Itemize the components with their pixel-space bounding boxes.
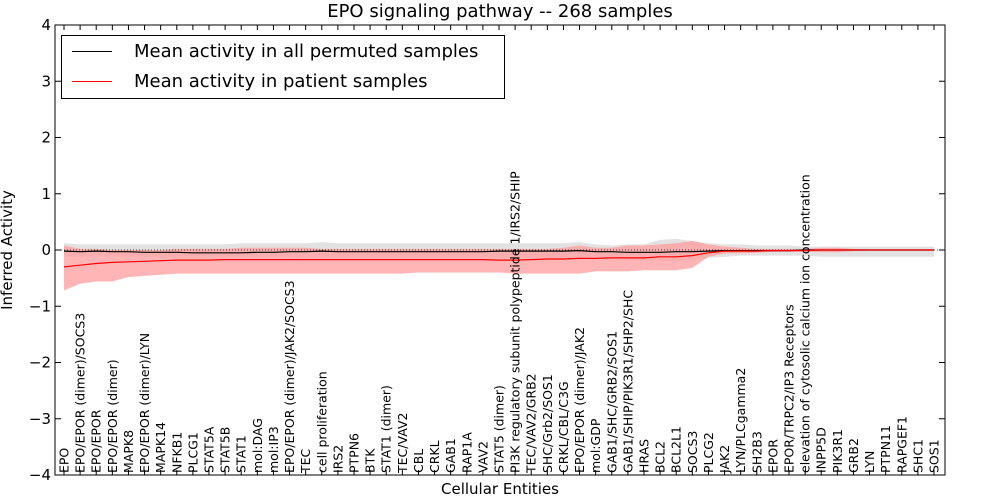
- y-tick-label: −3: [29, 410, 51, 428]
- legend-swatch-permuted: [72, 50, 112, 52]
- x-tick-label: RAPGEF1: [894, 416, 909, 473]
- x-tick-label: SH2B3: [749, 431, 764, 473]
- legend-swatch-patient: [72, 80, 112, 82]
- y-tick-label: 3: [41, 72, 51, 90]
- y-axis-label: Inferred Activity: [0, 190, 16, 310]
- legend-item-patient: Mean activity in patient samples: [62, 69, 428, 93]
- x-tick-label: GRB2: [846, 438, 861, 473]
- x-tick-label: GAB1/SHIP/PIK3R1/SHP2/SHC: [620, 290, 635, 473]
- x-tick-label: PI3K regulatory subunit polypeptide 1/IR…: [508, 171, 523, 473]
- y-tick-label: 0: [41, 241, 51, 259]
- x-tick-label: RAP1A: [459, 432, 474, 473]
- legend-label-permuted: Mean activity in all permuted samples: [134, 40, 479, 62]
- x-tick-label: IRS2: [330, 445, 345, 473]
- chart-title: EPO signaling pathway -- 268 samples: [327, 1, 673, 22]
- y-tick-label: −1: [29, 297, 51, 315]
- x-tick-label: CRKL: [427, 440, 442, 473]
- x-tick-label: VAV2: [475, 441, 490, 473]
- x-tick-label: EPO/EPOR: [89, 409, 104, 473]
- x-tick-label: BTK: [363, 448, 378, 473]
- x-tick-label: EPO/EPOR (dimer)/SOCS3: [73, 313, 88, 473]
- x-tick-label: TEC/VAV2/GRB2: [524, 373, 539, 474]
- x-tick-label: TEC/VAV2: [395, 413, 410, 474]
- x-tick-label: MAPK8: [121, 430, 136, 473]
- y-tick-label: 4: [41, 16, 51, 34]
- y-tick-label: −4: [29, 466, 51, 484]
- x-tick-label: CBL: [411, 449, 426, 473]
- x-tick-label: SOS1: [927, 439, 942, 473]
- x-tick-label: MAPK14: [153, 422, 168, 473]
- x-tick-label: TEC: [298, 448, 313, 474]
- x-tick-label: SOCS3: [685, 431, 700, 473]
- y-tick-label: 1: [41, 185, 51, 203]
- x-tick-label: EPO: [57, 448, 72, 473]
- x-tick-label: GAB1/SHC/GRB2/SOS1: [604, 331, 619, 473]
- x-tick-label: elevation of cytosolic calcium ion conce…: [798, 174, 813, 473]
- x-tick-label: BCL2: [653, 441, 668, 473]
- x-tick-label: SHC/Grb2/SOS1: [540, 374, 555, 473]
- x-tick-label: GAB1: [443, 438, 458, 473]
- x-tick-label: PLCG1: [185, 432, 200, 473]
- x-tick-label: HRAS: [637, 439, 652, 473]
- x-tick-label: LYN/PLCgamma2: [733, 368, 748, 473]
- x-tick-label: STAT5 (dimer): [492, 385, 507, 473]
- x-tick-label: mol:DAG: [250, 418, 265, 473]
- x-tick-label: STAT1 (dimer): [379, 385, 394, 473]
- x-tick-label: EPO/EPOR (dimer)/LYN: [137, 333, 152, 473]
- x-tick-label: CRKL/CBL/C3G: [556, 381, 571, 473]
- x-tick-label: PTPN11: [878, 425, 893, 473]
- x-tick-label: INPP5D: [814, 427, 829, 473]
- x-tick-label: EPO/EPOR (dimer)/JAK2: [572, 327, 587, 473]
- legend-label-patient: Mean activity in patient samples: [134, 70, 428, 92]
- x-tick-label: NFKB1: [169, 432, 184, 473]
- x-tick-label: SHC1: [910, 439, 925, 473]
- x-tick-label: STAT5A: [202, 426, 217, 473]
- patient-mean-line: [63, 249, 934, 268]
- x-tick-label: PLCG2: [701, 432, 716, 473]
- x-tick-label: EPO/EPOR (dimer)/JAK2/SOCS3: [282, 280, 297, 473]
- x-tick-label: mol:GDP: [588, 418, 603, 473]
- legend-item-permuted: Mean activity in all permuted samples: [62, 39, 478, 63]
- x-tick-label: EPOR: [765, 439, 780, 473]
- x-tick-label: PIK3R1: [830, 429, 845, 473]
- x-tick-label: STAT1: [234, 435, 249, 473]
- x-tick-label: mol:IP3: [266, 426, 281, 473]
- x-tick-label: LYN: [862, 451, 877, 473]
- patient-range-band: [64, 241, 934, 291]
- x-tick-label: STAT5B: [218, 427, 233, 473]
- y-tick-label: 2: [41, 129, 51, 147]
- legend: Mean activity in all permuted samples Me…: [61, 35, 505, 99]
- x-tick-label: EPOR/TRPC2/IP3 Receptors: [782, 304, 797, 473]
- x-tick-label: EPO/EPOR (dimer): [105, 359, 120, 473]
- x-tick-label: BCL2L1: [669, 426, 684, 473]
- x-axis-label: Cellular Entities: [441, 480, 559, 498]
- x-tick-label: cell proliferation: [314, 371, 329, 473]
- y-tick-label: −2: [29, 354, 51, 372]
- x-tick-label: JAK2: [717, 445, 732, 474]
- x-tick-label: PTPN6: [347, 433, 362, 473]
